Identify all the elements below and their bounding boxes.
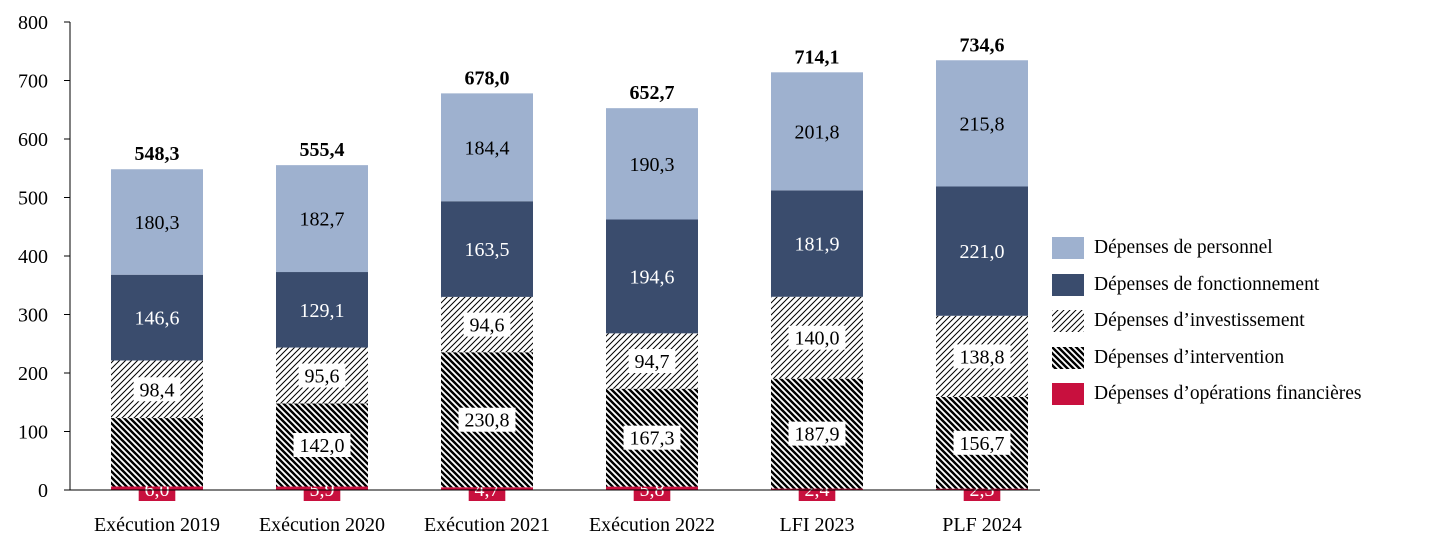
legend-item: Dépenses de fonctionnement: [1052, 267, 1452, 304]
data-label-bg: [953, 344, 1011, 369]
data-label-bg: [463, 312, 511, 337]
data-label: 129,1: [300, 300, 345, 322]
y-tick-label: 500: [18, 188, 48, 210]
legend-swatch: [1052, 310, 1084, 333]
total-label: 734,6: [960, 34, 1005, 56]
total-label: 678,0: [465, 67, 510, 89]
bar-segment: [936, 60, 1028, 187]
data-label: 215,8: [960, 113, 1005, 135]
legend-swatch: [1052, 237, 1084, 260]
data-label: 190,3: [630, 154, 675, 176]
data-label: 230,8: [465, 410, 510, 432]
x-axis: Exécution 2019 Exécution 2020 Exécution 20…: [70, 489, 1040, 536]
bar-segment: [111, 274, 203, 361]
data-label: 146,6: [135, 308, 180, 330]
data-label: 140,0: [795, 328, 840, 350]
total-label: 652,7: [630, 82, 675, 104]
legend: Dépenses de personnel Dépenses de fonctio…: [1052, 230, 1452, 413]
legend-swatch: [1052, 346, 1084, 369]
legend-item: Dépenses d’opérations financières: [1052, 376, 1452, 413]
data-label-bg: [788, 325, 846, 350]
bar-segment: [606, 219, 698, 334]
data-label: 167,3: [630, 428, 675, 450]
bar-segment: [276, 165, 368, 273]
y-tick-label: 400: [18, 246, 48, 268]
data-label: 182,7: [300, 209, 345, 231]
data-label-bg: [133, 377, 181, 402]
legend-label: Dépenses d’opérations financières: [1094, 383, 1362, 405]
data-label-bg: [628, 349, 676, 374]
y-axis: 0 100 200 300 400 500 600 700 800: [18, 12, 71, 502]
data-label-bg: [788, 421, 846, 446]
x-tick-label: PLF 2024: [942, 514, 1021, 536]
data-label-bg: [953, 430, 1011, 455]
legend-item: Dépenses de personnel: [1052, 230, 1452, 267]
y-tick-label: 0: [38, 480, 48, 502]
data-label-bg: [298, 363, 346, 388]
bar-segment: [276, 272, 368, 348]
x-tick-label: Exécution 2020: [259, 514, 385, 536]
legend-item: Dépenses d’investissement: [1052, 303, 1452, 340]
data-label: 180,3: [135, 212, 180, 234]
bar-segment: [111, 418, 203, 487]
data-label: 184,4: [465, 137, 510, 159]
legend-label: Dépenses de fonctionnement: [1094, 273, 1320, 295]
bar-segment: [441, 93, 533, 202]
bar-segment: [771, 72, 863, 191]
legend-label: Dépenses d’intervention: [1094, 346, 1285, 368]
data-label-bg: [458, 407, 516, 432]
x-tick-label: LFI 2023: [780, 514, 855, 536]
legend-label: Dépenses de personnel: [1094, 237, 1273, 259]
y-tick-label: 800: [18, 12, 48, 34]
data-label: 187,9: [795, 424, 840, 446]
bars: 6,098,4146,6180,3548,35,9142,095,6129,11…: [111, 34, 1028, 501]
legend-swatch: [1052, 273, 1084, 296]
bar-segment: [936, 186, 1028, 316]
data-label: 181,9: [795, 234, 840, 256]
data-label: 194,6: [630, 266, 675, 288]
total-label: 714,1: [795, 46, 840, 68]
legend-label: Dépenses d’investissement: [1094, 310, 1305, 332]
data-label: 138,8: [960, 346, 1005, 368]
data-label-bg: [293, 433, 351, 458]
y-tick-label: 700: [18, 71, 48, 93]
data-label: 201,8: [795, 121, 840, 143]
total-label: 555,4: [300, 139, 345, 161]
data-label: 163,5: [465, 239, 510, 261]
bar-segment: [441, 201, 533, 297]
bar-segment: [606, 108, 698, 220]
legend-swatch: [1052, 383, 1084, 406]
bar-segment: [771, 190, 863, 297]
data-label: 142,0: [300, 435, 345, 457]
data-label: 221,0: [960, 241, 1005, 263]
data-label-bg: [623, 425, 681, 450]
data-label: 94,6: [470, 315, 505, 337]
data-label: 98,4: [140, 379, 175, 401]
x-tick-label: Exécution 2021: [424, 514, 550, 536]
y-tick-label: 300: [18, 305, 48, 327]
data-label: 94,7: [635, 351, 670, 373]
y-tick-label: 200: [18, 363, 48, 385]
data-label: 95,6: [305, 366, 340, 388]
data-label: 156,7: [960, 433, 1005, 455]
bar-segment: [111, 169, 203, 275]
x-tick-label: Exécution 2019: [94, 514, 220, 536]
y-tick-label: 100: [18, 422, 48, 444]
legend-item: Dépenses d’intervention: [1052, 340, 1452, 377]
total-label: 548,3: [135, 143, 180, 165]
y-tick-label: 600: [18, 129, 48, 151]
x-tick-label: Exécution 2022: [589, 514, 715, 536]
